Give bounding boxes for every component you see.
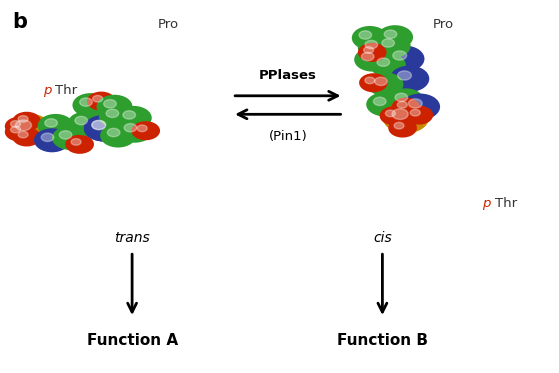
Circle shape — [84, 115, 124, 141]
Circle shape — [367, 72, 404, 96]
Circle shape — [365, 77, 375, 84]
Circle shape — [18, 131, 28, 138]
Text: Function A: Function A — [87, 333, 178, 348]
Circle shape — [87, 92, 116, 111]
Circle shape — [92, 120, 106, 130]
Circle shape — [375, 77, 387, 85]
Circle shape — [363, 47, 373, 53]
Text: Pro: Pro — [158, 18, 179, 31]
Text: b: b — [12, 13, 27, 32]
Circle shape — [5, 122, 34, 141]
Circle shape — [377, 25, 413, 49]
Circle shape — [45, 119, 58, 127]
Circle shape — [93, 95, 103, 102]
Circle shape — [383, 103, 429, 133]
Circle shape — [373, 97, 386, 106]
Text: Pro: Pro — [433, 18, 454, 31]
Text: Function B: Function B — [337, 333, 428, 348]
Circle shape — [366, 93, 402, 116]
Circle shape — [11, 126, 21, 133]
Circle shape — [73, 93, 108, 117]
Circle shape — [12, 128, 41, 147]
Circle shape — [394, 122, 404, 129]
Circle shape — [359, 31, 372, 39]
Circle shape — [123, 111, 135, 119]
Circle shape — [65, 135, 94, 154]
Circle shape — [71, 139, 81, 145]
Circle shape — [59, 131, 72, 139]
Circle shape — [405, 106, 433, 125]
Circle shape — [37, 114, 74, 138]
Circle shape — [6, 114, 52, 144]
Circle shape — [385, 46, 424, 72]
Circle shape — [392, 109, 408, 119]
Circle shape — [18, 116, 28, 122]
Circle shape — [397, 71, 411, 80]
Text: Thr: Thr — [495, 197, 517, 210]
Circle shape — [362, 52, 374, 61]
Circle shape — [370, 53, 406, 77]
Circle shape — [107, 128, 120, 137]
Circle shape — [395, 93, 408, 101]
Circle shape — [5, 117, 34, 136]
Circle shape — [97, 95, 132, 119]
Circle shape — [11, 120, 21, 127]
Circle shape — [409, 99, 422, 108]
Circle shape — [358, 43, 386, 62]
Text: trans: trans — [114, 231, 150, 245]
Circle shape — [92, 120, 106, 130]
Circle shape — [388, 88, 424, 112]
Circle shape — [391, 98, 420, 117]
Text: cis: cis — [373, 231, 392, 245]
Circle shape — [377, 58, 390, 66]
Text: p: p — [43, 84, 51, 97]
Circle shape — [137, 125, 147, 132]
Circle shape — [100, 123, 136, 147]
Circle shape — [12, 112, 41, 131]
Circle shape — [393, 51, 406, 60]
Circle shape — [365, 40, 378, 49]
Circle shape — [389, 119, 417, 138]
Circle shape — [124, 123, 137, 132]
Circle shape — [385, 110, 395, 117]
Circle shape — [375, 34, 411, 58]
Circle shape — [84, 115, 124, 141]
Circle shape — [352, 26, 388, 50]
Circle shape — [117, 119, 153, 143]
Circle shape — [68, 112, 103, 135]
Text: Thr: Thr — [55, 84, 78, 97]
Text: p: p — [482, 197, 491, 210]
Circle shape — [380, 106, 408, 125]
Circle shape — [354, 48, 390, 72]
Circle shape — [410, 109, 420, 116]
Circle shape — [400, 94, 440, 120]
Circle shape — [116, 106, 151, 130]
Circle shape — [103, 100, 116, 108]
Circle shape — [52, 126, 88, 150]
Circle shape — [41, 133, 54, 141]
Text: PPlases: PPlases — [259, 69, 317, 82]
Circle shape — [16, 120, 31, 131]
Circle shape — [80, 98, 92, 106]
Circle shape — [390, 66, 429, 92]
Circle shape — [384, 30, 397, 38]
Circle shape — [397, 101, 408, 108]
Circle shape — [359, 73, 388, 92]
Circle shape — [131, 121, 160, 140]
Circle shape — [75, 116, 87, 125]
Text: (Pin1): (Pin1) — [268, 130, 307, 143]
Circle shape — [99, 104, 135, 128]
Circle shape — [358, 35, 394, 60]
Circle shape — [106, 109, 119, 117]
Circle shape — [382, 39, 395, 47]
Circle shape — [34, 128, 70, 152]
